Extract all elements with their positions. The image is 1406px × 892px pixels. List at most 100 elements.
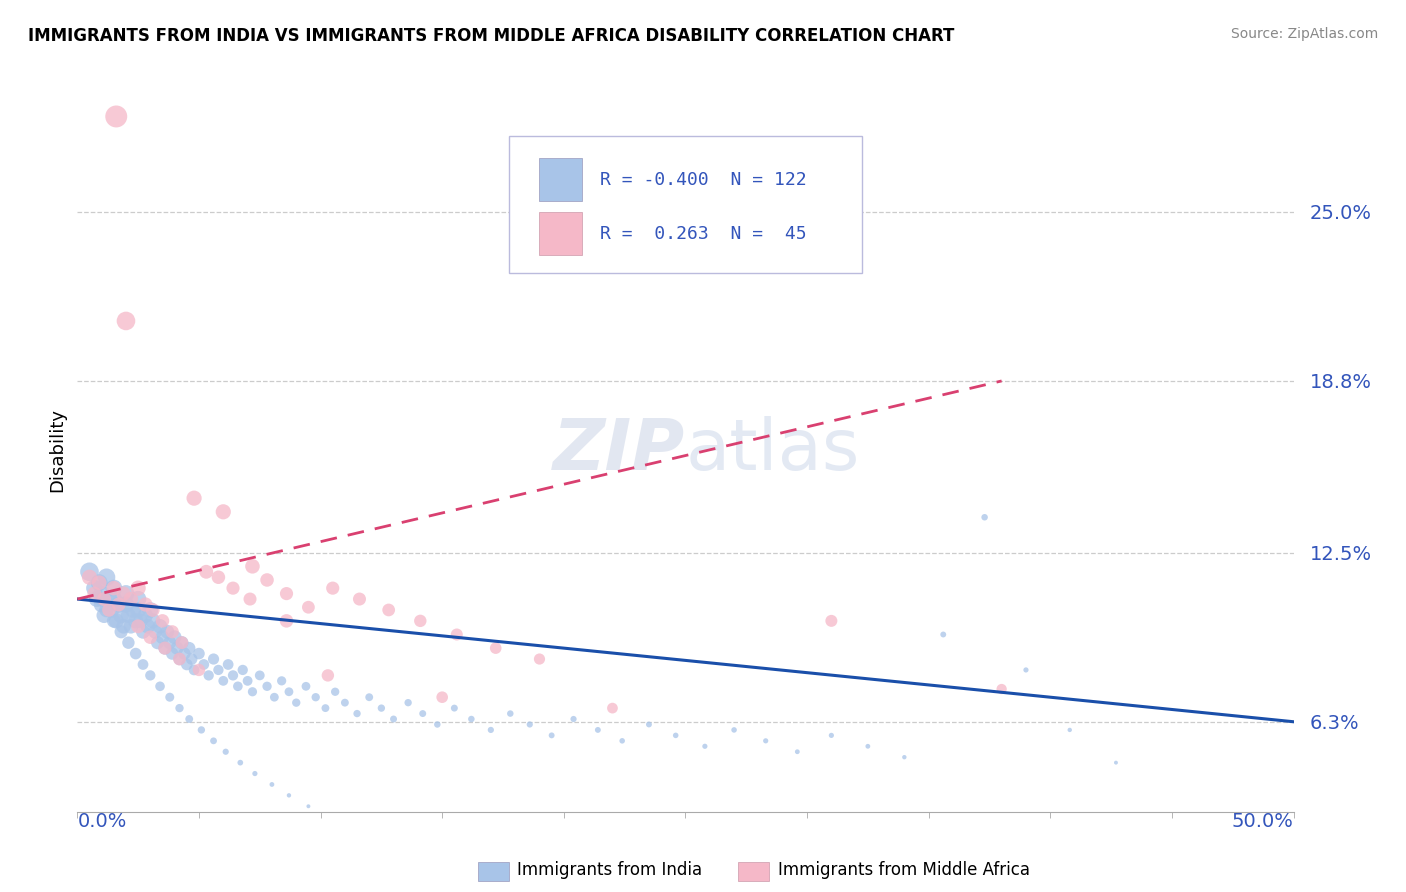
- Point: [207, 570, 229, 584]
- Point: [93, 592, 115, 607]
- FancyBboxPatch shape: [540, 212, 582, 255]
- Point: [179, 641, 201, 656]
- Point: [136, 619, 159, 633]
- Point: [820, 728, 842, 742]
- Point: [127, 603, 149, 617]
- Point: [973, 510, 995, 524]
- Point: [377, 603, 399, 617]
- Point: [256, 679, 278, 693]
- Point: [236, 673, 259, 688]
- Point: [370, 701, 392, 715]
- Text: 50.0%: 50.0%: [1232, 812, 1294, 830]
- Point: [276, 614, 298, 628]
- Point: [322, 581, 344, 595]
- Point: [115, 598, 138, 612]
- Point: [120, 592, 142, 607]
- Point: [90, 586, 112, 600]
- Point: [105, 614, 128, 628]
- Point: [479, 723, 502, 737]
- Point: [142, 614, 165, 628]
- Point: [333, 696, 356, 710]
- Point: [239, 592, 262, 607]
- Point: [226, 679, 249, 693]
- Point: [222, 668, 245, 682]
- FancyBboxPatch shape: [509, 136, 862, 274]
- Point: [90, 592, 112, 607]
- Point: [103, 581, 125, 595]
- Point: [179, 712, 201, 726]
- Point: [430, 690, 453, 705]
- Point: [149, 619, 172, 633]
- Point: [229, 756, 252, 770]
- Point: [460, 712, 482, 726]
- Text: 0.0%: 0.0%: [77, 812, 127, 830]
- Point: [249, 668, 271, 682]
- Point: [193, 657, 215, 672]
- Point: [278, 789, 301, 803]
- Point: [103, 614, 125, 628]
- Point: [180, 652, 202, 666]
- Point: [176, 657, 198, 672]
- Point: [169, 652, 191, 666]
- Point: [120, 619, 142, 633]
- Point: [132, 624, 155, 639]
- Point: [786, 745, 808, 759]
- Point: [117, 635, 139, 649]
- Point: [134, 608, 156, 623]
- Point: [166, 641, 188, 656]
- Point: [562, 712, 585, 726]
- Point: [129, 614, 152, 628]
- Point: [263, 690, 285, 705]
- Point: [305, 690, 328, 705]
- Point: [409, 614, 432, 628]
- Point: [173, 647, 195, 661]
- Point: [665, 728, 688, 742]
- Point: [1105, 756, 1128, 770]
- Point: [260, 777, 283, 791]
- Point: [426, 717, 449, 731]
- Point: [159, 635, 181, 649]
- Point: [217, 657, 239, 672]
- Text: R = -0.400  N = 122: R = -0.400 N = 122: [600, 170, 807, 188]
- Point: [256, 573, 278, 587]
- Point: [146, 635, 169, 649]
- Text: Immigrants from Middle Africa: Immigrants from Middle Africa: [778, 861, 1029, 879]
- Point: [183, 663, 205, 677]
- Point: [360, 832, 382, 847]
- Point: [169, 701, 191, 715]
- Text: atlas: atlas: [686, 416, 860, 485]
- Point: [103, 592, 125, 607]
- Point: [139, 630, 162, 644]
- Point: [297, 600, 319, 615]
- Point: [990, 681, 1012, 696]
- Point: [820, 614, 842, 628]
- Text: Immigrants from India: Immigrants from India: [517, 861, 703, 879]
- Point: [149, 679, 172, 693]
- Point: [242, 559, 264, 574]
- Point: [107, 598, 129, 612]
- Point: [125, 647, 148, 661]
- Point: [188, 663, 211, 677]
- Point: [152, 614, 174, 628]
- Point: [359, 690, 381, 705]
- Point: [932, 627, 955, 641]
- Point: [110, 624, 132, 639]
- Point: [132, 657, 155, 672]
- Point: [202, 734, 225, 748]
- Point: [159, 690, 181, 705]
- Point: [115, 314, 138, 328]
- Point: [112, 586, 135, 600]
- Point: [215, 745, 238, 759]
- Point: [586, 723, 609, 737]
- Point: [195, 565, 218, 579]
- Point: [222, 581, 245, 595]
- Point: [183, 491, 205, 505]
- Point: [89, 575, 111, 590]
- Point: [79, 570, 101, 584]
- Point: [127, 619, 149, 633]
- Point: [856, 739, 879, 754]
- Point: [112, 619, 135, 633]
- Point: [170, 635, 193, 649]
- Point: [142, 603, 165, 617]
- Point: [90, 598, 112, 612]
